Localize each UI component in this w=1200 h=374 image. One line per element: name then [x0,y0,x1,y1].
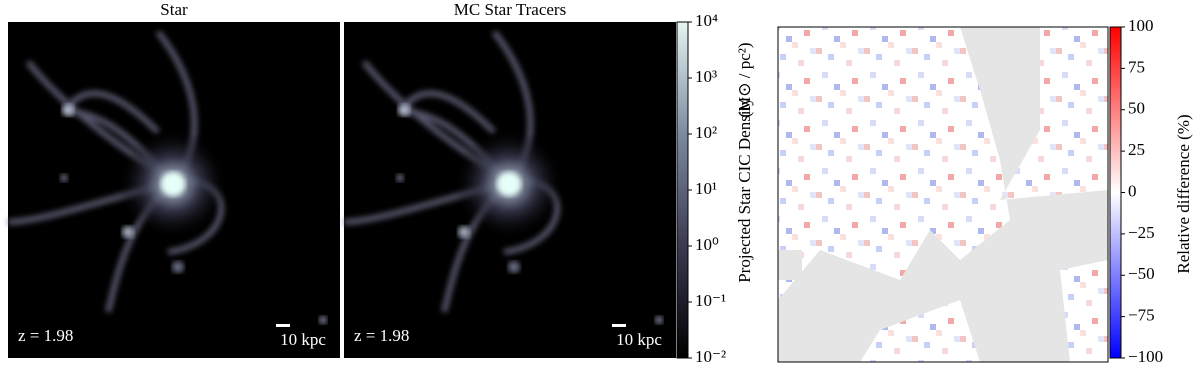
tick-label: 0 [1128,181,1137,200]
tick-label: 100 [1128,16,1154,35]
tick-label: 50 [1128,99,1145,118]
difference-map [777,26,1109,363]
tick-label: 10³ [695,67,717,86]
tick-label: 10⁰ [695,235,719,254]
redshift-label: z = 1.98 [354,326,409,345]
star-image [8,22,340,358]
scale-label: 10 kpc [616,330,662,349]
redshift-label: z = 1.98 [18,326,73,345]
colorbar [1109,26,1122,359]
tick-label: −50 [1128,264,1155,283]
tick-label: 10¹ [695,179,717,198]
colorbar-label: Relative difference (%) [1174,114,1193,273]
panel-title: MC Star Tracers [454,0,566,19]
tick-label: 25 [1128,140,1145,159]
scale-label: 10 kpc [280,330,326,349]
colorbar-unit: (M⊙ / pc²) [735,42,754,117]
tick-label: 10⁻² [695,347,726,366]
colorbar-label: Projected Star CIC Density [735,97,754,283]
tick-label: −75 [1128,306,1155,325]
panel-title: Star [160,0,188,19]
tracer-image [344,22,676,358]
tick-label: −25 [1128,223,1155,242]
tick-label: 10⁻¹ [695,291,726,310]
tick-label: 10² [695,123,717,142]
tick-label: 10⁴ [695,11,718,30]
tick-label: −100 [1128,347,1163,366]
colorbar [676,21,689,359]
tick-label: 75 [1128,57,1145,76]
